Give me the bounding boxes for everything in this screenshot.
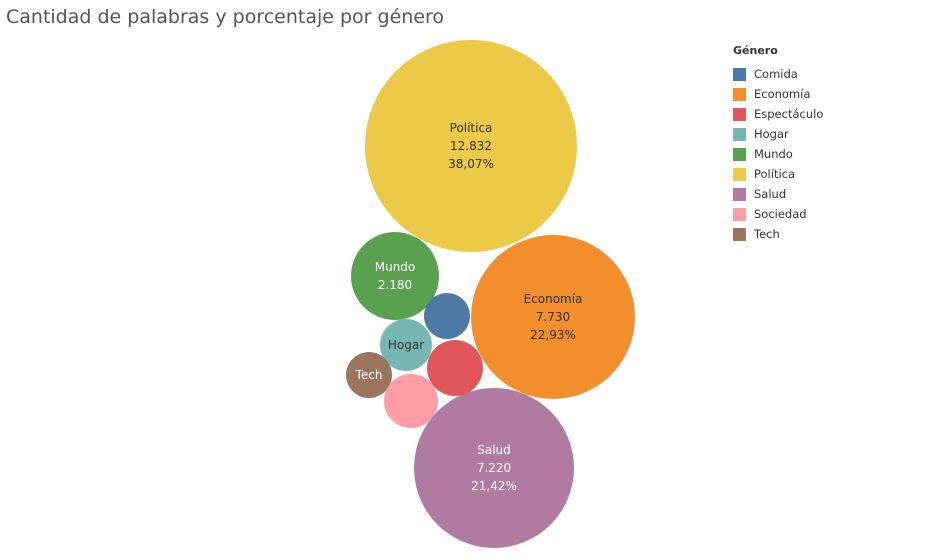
bubble-label: Hogar [388, 338, 424, 352]
bubble-circle[interactable] [380, 319, 432, 371]
bubble-politica[interactable]: Política 12.832 38,07% [365, 40, 577, 252]
legend-label: Sociedad [754, 207, 807, 221]
bubble-mundo[interactable]: Mundo 2.180 [351, 232, 439, 320]
legend: Género Comida Economía Espectáculo Hogar Mun… [733, 44, 823, 244]
bubble-circle[interactable] [351, 232, 439, 320]
bubble-circle[interactable] [424, 293, 470, 339]
bubble-value: 12.832 [450, 139, 492, 153]
legend-item[interactable]: Comida [733, 64, 823, 84]
bubble-percent: 22,93% [530, 328, 576, 342]
legend-item[interactable]: Economía [733, 84, 823, 104]
legend-item[interactable]: Política [733, 164, 823, 184]
legend-swatch [733, 147, 746, 161]
legend-swatch [733, 127, 746, 141]
bubble-hogar[interactable]: Hogar [380, 319, 432, 371]
legend-title: Género [733, 44, 778, 57]
bubble-label: Salud [477, 443, 511, 457]
bubble-circle[interactable] [471, 235, 635, 399]
bubble-label: Economía [524, 292, 583, 306]
bubble-comida[interactable] [424, 293, 470, 339]
legend-swatch [733, 187, 746, 201]
bubble-label: Política [450, 121, 493, 135]
legend-label: Economía [754, 87, 811, 101]
bubble-percent: 38,07% [448, 157, 494, 171]
legend-item[interactable]: Tech [733, 224, 823, 244]
bubble-economia[interactable]: Economía 7.730 22,93% [471, 235, 635, 399]
bubble-value: 2.180 [378, 278, 412, 292]
legend-item[interactable]: Hogar [733, 124, 823, 144]
legend-label: Hogar [754, 127, 789, 141]
legend-swatch [733, 87, 746, 101]
chart-title: Cantidad de palabras y porcentaje por gé… [6, 6, 445, 28]
bubble-salud[interactable]: Salud 7.220 21,42% [414, 388, 574, 548]
legend-items: Comida Economía Espectáculo Hogar Mundo Polít… [733, 64, 823, 244]
legend-label: Política [754, 167, 796, 181]
legend-item[interactable]: Espectáculo [733, 104, 823, 124]
legend-label: Mundo [754, 147, 793, 161]
legend-item[interactable]: Salud [733, 184, 823, 204]
legend-swatch [733, 167, 746, 181]
legend-swatch [733, 207, 746, 221]
bubble-label: Tech [355, 368, 383, 382]
legend-label: Salud [754, 187, 787, 201]
bubble-espectaculo[interactable] [427, 340, 483, 396]
legend-swatch [733, 107, 746, 121]
bubble-value: 7.730 [536, 310, 570, 324]
legend-label: Espectáculo [754, 107, 824, 121]
legend-item[interactable]: Mundo [733, 144, 823, 164]
bubble-percent: 21,42% [471, 479, 517, 493]
bubble-circle[interactable] [384, 374, 438, 428]
bubble-value: 7.220 [477, 461, 511, 475]
legend-label: Comida [754, 67, 798, 81]
legend-swatch [733, 227, 746, 241]
bubble-label: Mundo [375, 260, 416, 274]
bubble-circle[interactable] [346, 352, 392, 398]
bubble-sociedad[interactable] [384, 374, 438, 428]
legend-swatch [733, 67, 746, 81]
legend-item[interactable]: Sociedad [733, 204, 823, 224]
bubble-circle[interactable] [427, 340, 483, 396]
legend-label: Tech [754, 227, 780, 241]
bubble-tech[interactable]: Tech [346, 352, 392, 398]
bubble-circle[interactable] [414, 388, 574, 548]
bubble-circle[interactable] [365, 40, 577, 252]
